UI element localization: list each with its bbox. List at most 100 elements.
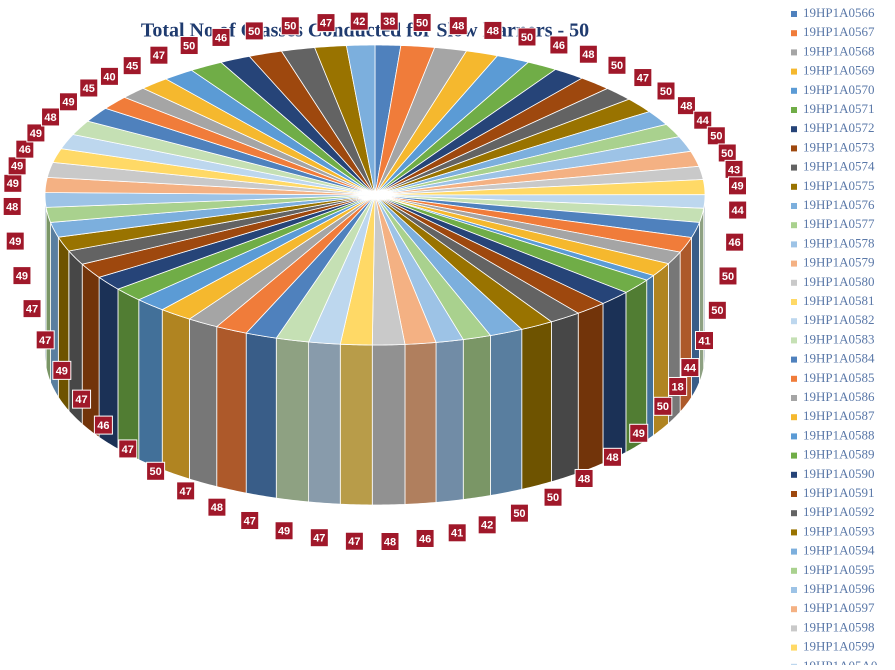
legend-marker: [791, 356, 797, 363]
legend-marker: [791, 606, 797, 613]
data-label-box: [99, 66, 119, 86]
data-label: 41: [451, 528, 463, 540]
pie-slice: [245, 194, 376, 339]
data-label: 50: [248, 26, 260, 38]
pie-slice: [374, 194, 648, 293]
legend-marker: [791, 279, 797, 286]
legend-label: 19HP1A0579: [803, 255, 875, 270]
pie-side: [602, 291, 627, 465]
pie-slice: [374, 194, 437, 345]
pie-slice: [248, 50, 376, 196]
pie-slice: [280, 47, 376, 196]
data-label-box: [718, 266, 738, 286]
legend-marker: [791, 241, 797, 248]
legend-marker: [791, 548, 797, 555]
legend-label: 19HP1A0566: [803, 5, 875, 20]
data-label-box: [676, 96, 696, 116]
pie-slice: [117, 194, 376, 301]
legend-marker: [791, 375, 797, 382]
pie-side: [490, 328, 523, 496]
pie-slice: [45, 194, 376, 223]
pie-slice: [374, 194, 464, 343]
pie-slice: [374, 50, 499, 196]
data-label: 46: [553, 40, 565, 52]
data-label: 49: [731, 181, 743, 193]
data-label: 50: [183, 40, 195, 52]
data-label: 48: [606, 452, 618, 464]
data-label-box: [415, 528, 435, 548]
data-label-box: [574, 468, 594, 488]
pie-side: [275, 337, 310, 503]
data-label: 47: [39, 335, 51, 347]
legend-marker: [791, 471, 797, 478]
legend-label: 19HP1A0577: [803, 216, 875, 231]
data-label-box: [72, 389, 92, 409]
data-label-box: [694, 331, 714, 351]
legend-label: 19HP1A0576: [803, 197, 875, 212]
pie-slice: [374, 179, 706, 196]
legend-label: 19HP1A0590: [803, 466, 875, 481]
pie-slice: [345, 44, 376, 196]
data-label: 47: [122, 444, 134, 456]
data-label: 49: [633, 428, 645, 440]
pie-slice: [142, 78, 376, 196]
pie-side: [339, 343, 373, 506]
pie-slice: [374, 68, 583, 196]
pie-slice: [44, 192, 376, 208]
legend-label: 19HP1A0591: [803, 485, 875, 500]
pie-slice: [374, 194, 492, 340]
legend-marker: [791, 260, 797, 267]
data-label: 50: [513, 508, 525, 520]
data-label: 50: [657, 401, 669, 413]
legend-marker: [791, 30, 797, 37]
data-label: 50: [547, 492, 559, 504]
data-label-box: [93, 415, 113, 435]
legend-label: 19HP1A0584: [803, 351, 875, 366]
pie-slice: [374, 150, 700, 196]
data-label: 47: [348, 536, 360, 548]
data-label-box: [668, 376, 688, 396]
data-label: 50: [284, 21, 296, 33]
legend-marker: [791, 222, 797, 229]
data-label-box: [211, 27, 231, 47]
data-label-box: [380, 532, 400, 552]
data-label: 46: [215, 32, 227, 44]
pie-slice: [164, 69, 376, 196]
data-label-box: [176, 481, 196, 501]
pie-slice: [188, 194, 376, 328]
data-label-box: [240, 510, 260, 530]
pie-slice: [72, 120, 376, 196]
data-label-box: [149, 45, 169, 65]
pie-slice: [374, 194, 604, 314]
data-label-box: [412, 12, 432, 32]
legend-marker: [791, 11, 797, 17]
data-label: 41: [698, 335, 710, 347]
data-label: 49: [7, 178, 19, 190]
pie-side: [577, 302, 604, 474]
pie-slice: [49, 194, 376, 238]
data-label-box: [379, 11, 399, 31]
legend-marker: [791, 567, 797, 574]
pie-slice: [374, 194, 580, 323]
data-label: 44: [697, 115, 710, 127]
data-label-box: [653, 396, 673, 416]
legend-label: 19HP1A0598: [803, 619, 875, 634]
data-label-box: [274, 521, 294, 541]
data-label: 44: [684, 362, 697, 374]
data-label-box: [26, 123, 46, 143]
pie-side: [699, 208, 705, 383]
legend-marker: [791, 145, 797, 152]
data-label: 49: [9, 236, 21, 248]
legend-label: 19HP1A0599: [803, 639, 875, 654]
legend-marker: [791, 433, 797, 440]
legend-marker: [791, 68, 797, 75]
pie-slice: [374, 194, 655, 281]
pie-side: [57, 235, 70, 413]
data-label-box: [549, 35, 569, 55]
pie-slice: [374, 55, 530, 196]
data-label: 49: [62, 97, 74, 109]
data-label-box: [543, 487, 563, 507]
data-label: 50: [660, 86, 672, 98]
pie-side: [81, 263, 100, 439]
